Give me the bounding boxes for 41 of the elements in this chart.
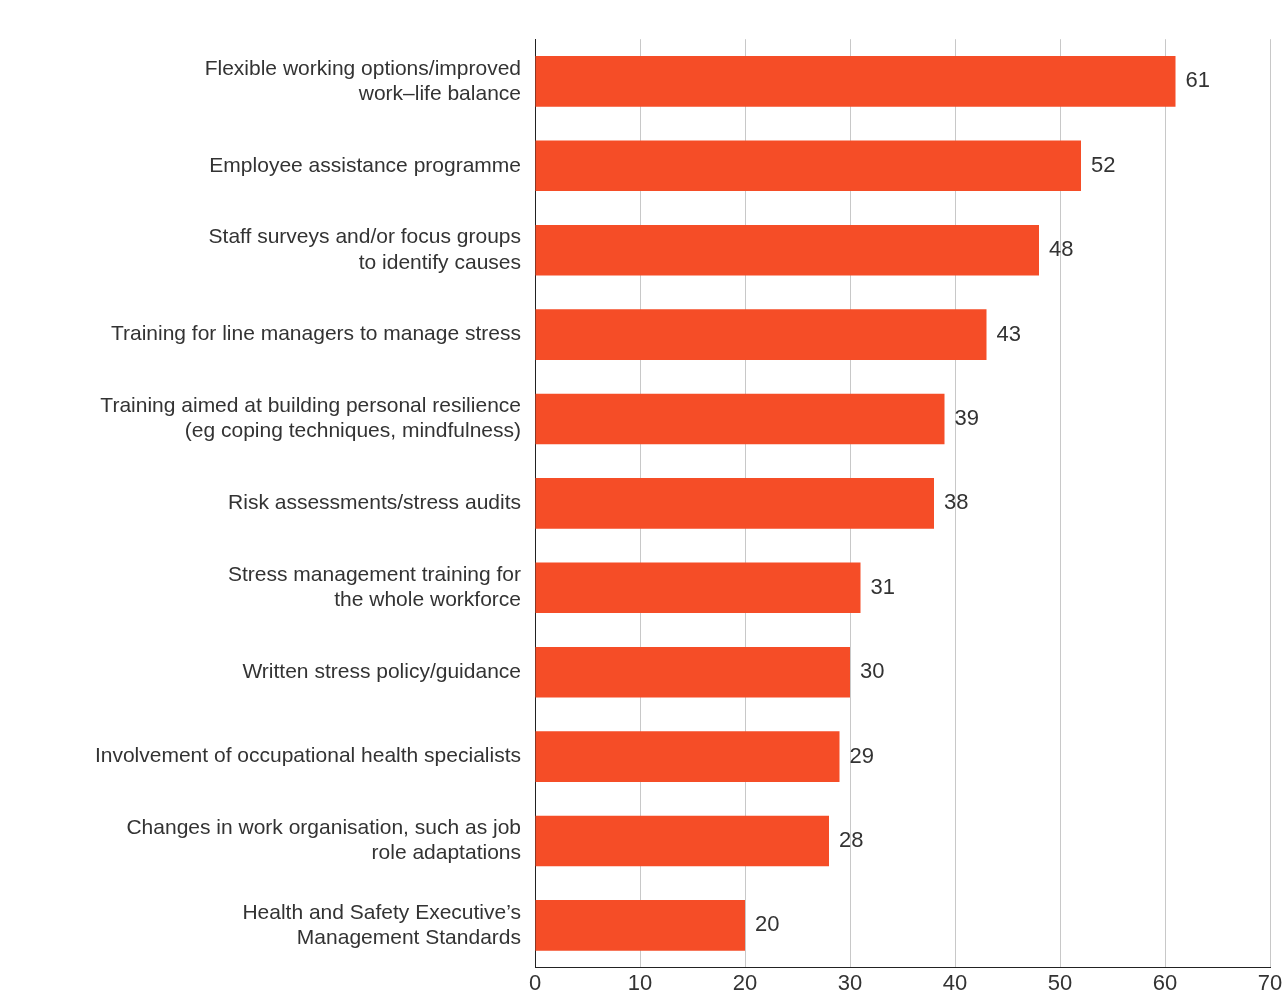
bar — [535, 56, 1176, 107]
x-tick-label: 10 — [627, 969, 653, 995]
y-tick-label: Involvement of occupational health specialists — [94, 743, 521, 767]
bar — [535, 393, 945, 445]
data-label: 39 — [954, 405, 979, 431]
x-tick-label: 30 — [837, 969, 863, 995]
y-tick-label: Stress management training for the whole workforce — [228, 562, 521, 611]
bar — [535, 224, 1039, 276]
data-label: 52 — [1091, 151, 1116, 177]
x-tick-label: 50 — [1047, 969, 1073, 995]
bar — [535, 478, 934, 529]
data-label: 28 — [839, 827, 864, 853]
bar — [535, 309, 987, 360]
bar — [535, 731, 840, 782]
y-tick-label: Training aimed at building personal resilience (eg coping techniques, mindfulness) — [100, 393, 521, 442]
data-label: 20 — [755, 911, 780, 937]
bar — [535, 562, 861, 614]
y-tick-label: Written stress policy/guidance — [242, 659, 521, 682]
data-label: 29 — [849, 742, 874, 768]
data-label: 43 — [996, 320, 1021, 346]
x-tick-label: 70 — [1257, 969, 1283, 995]
x-tick-label: 20 — [732, 969, 758, 995]
y-tick-label: Staff surveys and/or focus groups to identify causes — [208, 224, 521, 273]
data-label: 30 — [860, 658, 885, 684]
data-label: 31 — [870, 573, 895, 599]
bar — [535, 646, 850, 698]
y-tick-label: Changes in work organisation, such as job role adaptations — [126, 815, 521, 864]
bar — [535, 900, 745, 951]
y-tick-label: Health and Safety Executive’s Management Standards — [242, 899, 521, 948]
y-tick-label: Training for line managers to manage stress — [110, 321, 521, 345]
bar — [535, 140, 1081, 192]
data-label: 61 — [1185, 67, 1210, 93]
x-tick-label: 0 — [528, 969, 542, 995]
data-label: 38 — [944, 489, 969, 515]
y-tick-label: Flexible working options/improved work–life balance — [204, 55, 521, 104]
data-label: 48 — [1049, 236, 1074, 262]
bar — [535, 815, 829, 867]
y-tick-label: Risk assessments/stress audits — [228, 490, 521, 514]
y-tick-label: Employee assistance programme — [209, 152, 521, 176]
x-tick-label: 40 — [942, 969, 968, 995]
x-tick-label: 60 — [1152, 969, 1178, 995]
